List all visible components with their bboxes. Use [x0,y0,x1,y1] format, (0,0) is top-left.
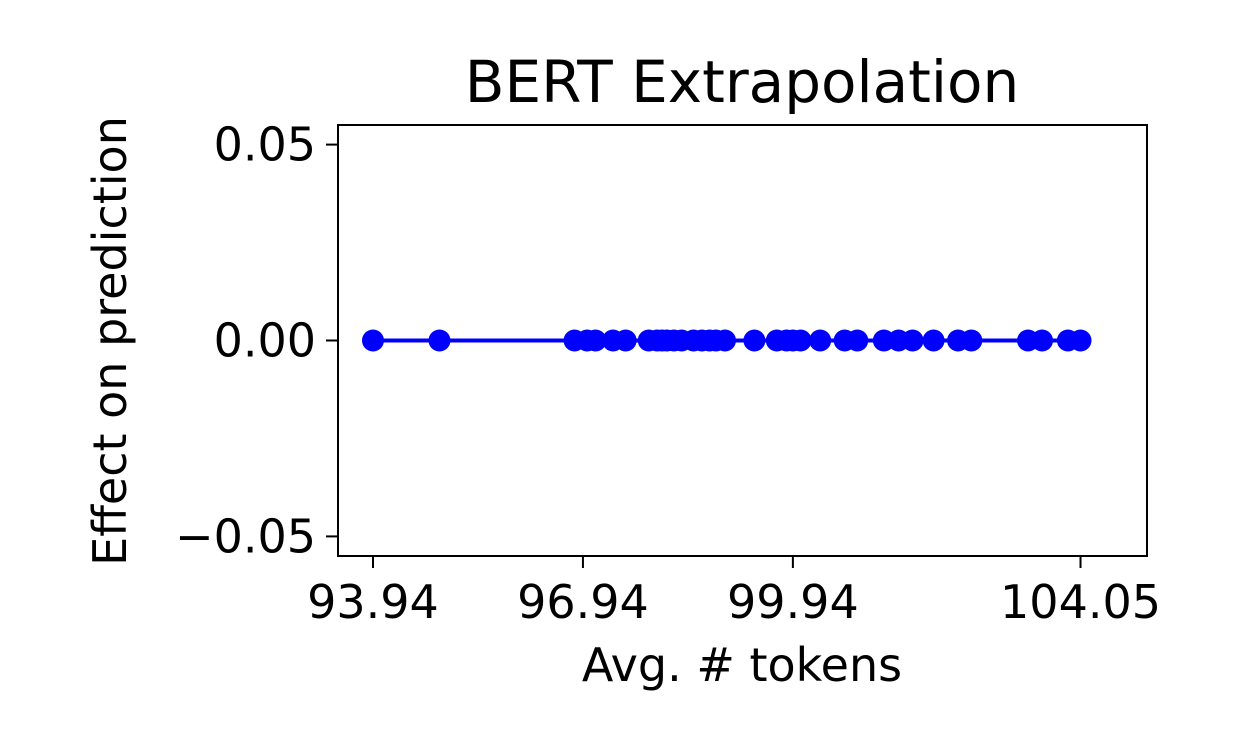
x-axis-label: Avg. # tokens [582,638,902,692]
data-point [901,329,924,352]
x-tick-label-2: 99.94 [727,575,859,629]
data-point [1069,329,1092,352]
data-point [714,329,737,352]
data-point [1031,329,1054,352]
data-point [789,329,812,352]
y-tick-label-0: 0.05 [214,118,316,172]
y-tick-label-1: 0.00 [214,314,316,368]
x-axis-ticks: 93.94 96.94 99.94 104.05 [307,556,1161,629]
y-axis-label: Effect on prediction [83,116,137,566]
data-point [809,329,832,352]
x-tick-label-3: 104.05 [1000,575,1161,629]
data-point [743,329,766,352]
data-point [614,329,637,352]
y-tick-label-2: −0.05 [175,509,316,563]
y-axis-ticks: 0.05 0.00 −0.05 [175,118,338,563]
data-point [584,329,607,352]
chart-title: BERT Extrapolation [465,48,1020,116]
x-tick-label-0: 93.94 [307,575,439,629]
data-point [428,329,451,352]
data-point [846,329,869,352]
series-layer [361,329,1092,352]
x-tick-label-1: 96.94 [517,575,649,629]
data-point [960,329,983,352]
data-point [361,329,384,352]
data-point [922,329,945,352]
